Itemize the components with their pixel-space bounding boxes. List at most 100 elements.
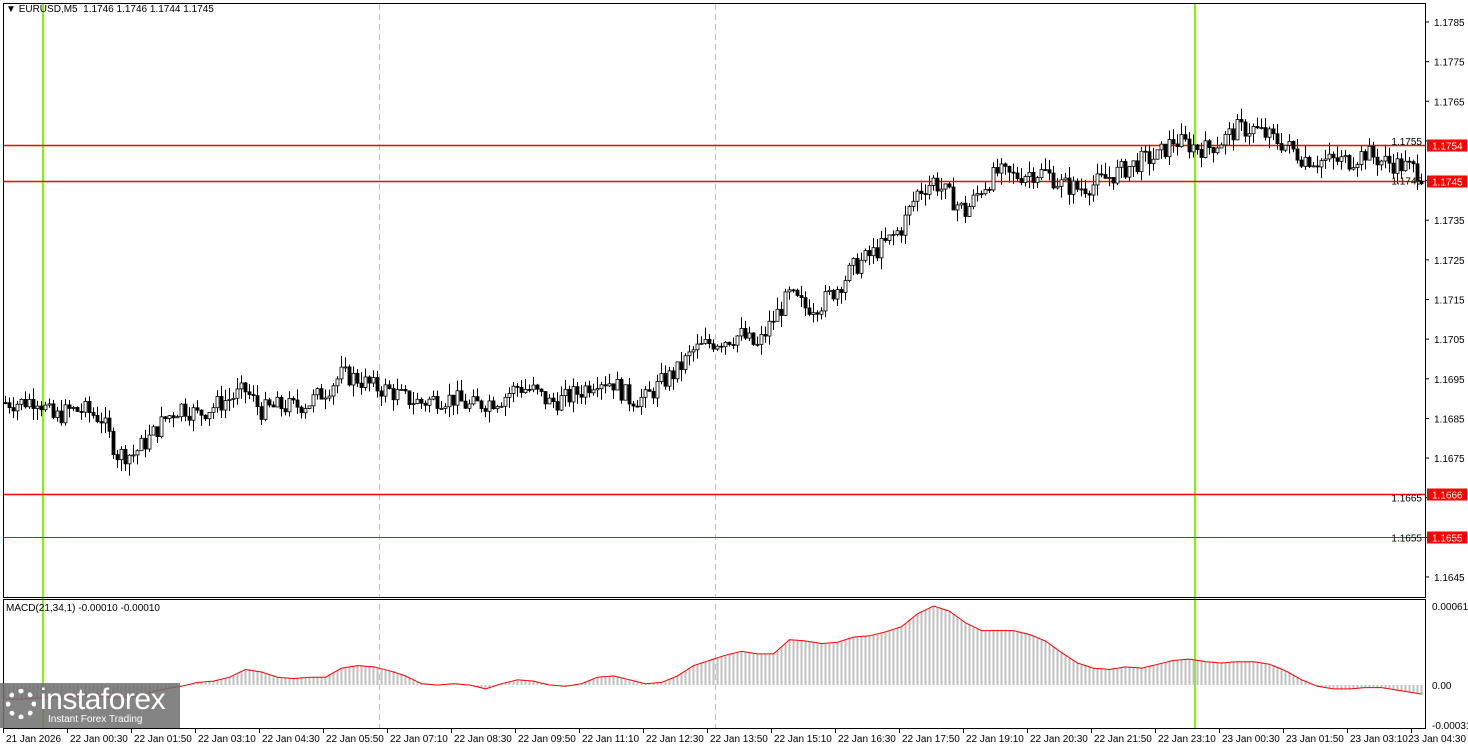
candle-body [347,366,352,386]
candle-body [1171,139,1176,145]
candle-body [439,408,444,410]
candle-body [627,384,632,405]
candle-body [383,384,388,397]
candle-body [995,167,1000,174]
candle-body [271,404,276,408]
time-tick-label: 22 Jan 19:10 [966,734,1024,745]
candle-body [1075,180,1080,190]
candle-body [171,415,176,419]
candle-body [303,408,308,414]
candle-body [847,264,852,281]
candle-body [615,378,620,391]
candle-body [31,398,36,409]
candle-body [1387,155,1392,164]
candle-body [955,204,960,211]
time-tick-label: 23 Jan 04:30 [1408,734,1466,745]
macd-histogram [4,606,1423,700]
candle-body [1315,165,1320,168]
candle-body [667,370,672,387]
candle-body [499,405,504,408]
candle-body [703,338,708,344]
time-tick-label: 22 Jan 00:30 [70,734,128,745]
candle-body [987,188,992,191]
candle-body [1235,119,1240,141]
level-label: 1.1655 [1432,534,1463,545]
candle-body [759,333,764,345]
candle-body [923,193,928,195]
candle-body [695,343,700,351]
level-label: 1.1666 [1432,491,1463,502]
candle-body [719,345,724,348]
candle-body [491,400,496,410]
candle-body [815,312,820,315]
candle-body [295,399,300,408]
candle-body [447,394,452,408]
candle-body [187,415,192,421]
candle-body [823,291,828,312]
candle-body [611,383,616,391]
price-tick-label: 1.1655 [1391,533,1422,544]
candle-body [259,406,264,420]
candle-body [1103,174,1108,179]
candle-body [399,388,404,391]
candle-body [1267,128,1272,138]
price-tick-label: 1.1715 [1434,295,1465,306]
candle-body [1307,156,1312,167]
price-tick-label: 1.1775 [1434,58,1465,69]
candle-body [319,388,324,400]
candle-body [595,388,600,391]
candle-body [767,320,772,337]
candle-body [771,320,776,323]
candle-body [167,415,172,419]
logo-name: instaforex [40,683,166,716]
candle-body [1343,155,1348,158]
candle-body [1251,126,1256,135]
time-tick-label: 22 Jan 03:10 [198,734,256,745]
candle-body [1247,133,1252,137]
time-tick-label: 22 Jan 21:50 [1094,734,1152,745]
candle-body [1399,158,1404,172]
candle-body [395,389,400,401]
candle-body [811,312,816,315]
candle-body [1199,149,1204,158]
candle-body [1079,188,1084,191]
candle-body [79,411,84,413]
level-label-bg [1427,175,1467,188]
price-tick-label: 1.1675 [1434,454,1465,465]
time-tick-label: 22 Jan 23:10 [1158,734,1216,745]
candle-body [403,388,408,392]
candle-body [527,389,532,391]
candle-body [1043,169,1048,171]
horizontal-levels[interactable] [4,144,1425,538]
candle-body [215,396,220,409]
candle-body [599,384,604,389]
candle-body [839,289,844,293]
dropdown-triangle-icon[interactable]: ▼ [6,4,16,15]
candle-body [591,389,596,394]
candle-body [915,190,920,202]
candle-body [775,308,780,322]
candle-body [1323,158,1328,161]
candle-body [523,389,528,393]
time-tick-label: 22 Jan 12:30 [646,734,704,745]
candle-body [743,328,748,339]
candle-body [335,378,340,387]
candle-body [63,404,68,424]
candle-body [1279,143,1284,151]
candle-body [431,395,436,400]
candle-body [831,289,836,300]
candle-body [1207,140,1212,148]
candle-body [1179,134,1184,148]
candle-body [1331,153,1336,159]
vertical-markers [42,4,1196,728]
candle-body [1231,128,1236,141]
candle-body [371,377,376,384]
candle-body [1379,160,1384,166]
candle-body [3,402,8,404]
candle-body [231,397,236,400]
instaforex-logo: instaforex Instant Forex Trading [0,683,180,728]
time-tick-label: 22 Jan 05:50 [326,734,384,745]
candle-body [867,250,872,257]
candle-body [1283,144,1288,151]
